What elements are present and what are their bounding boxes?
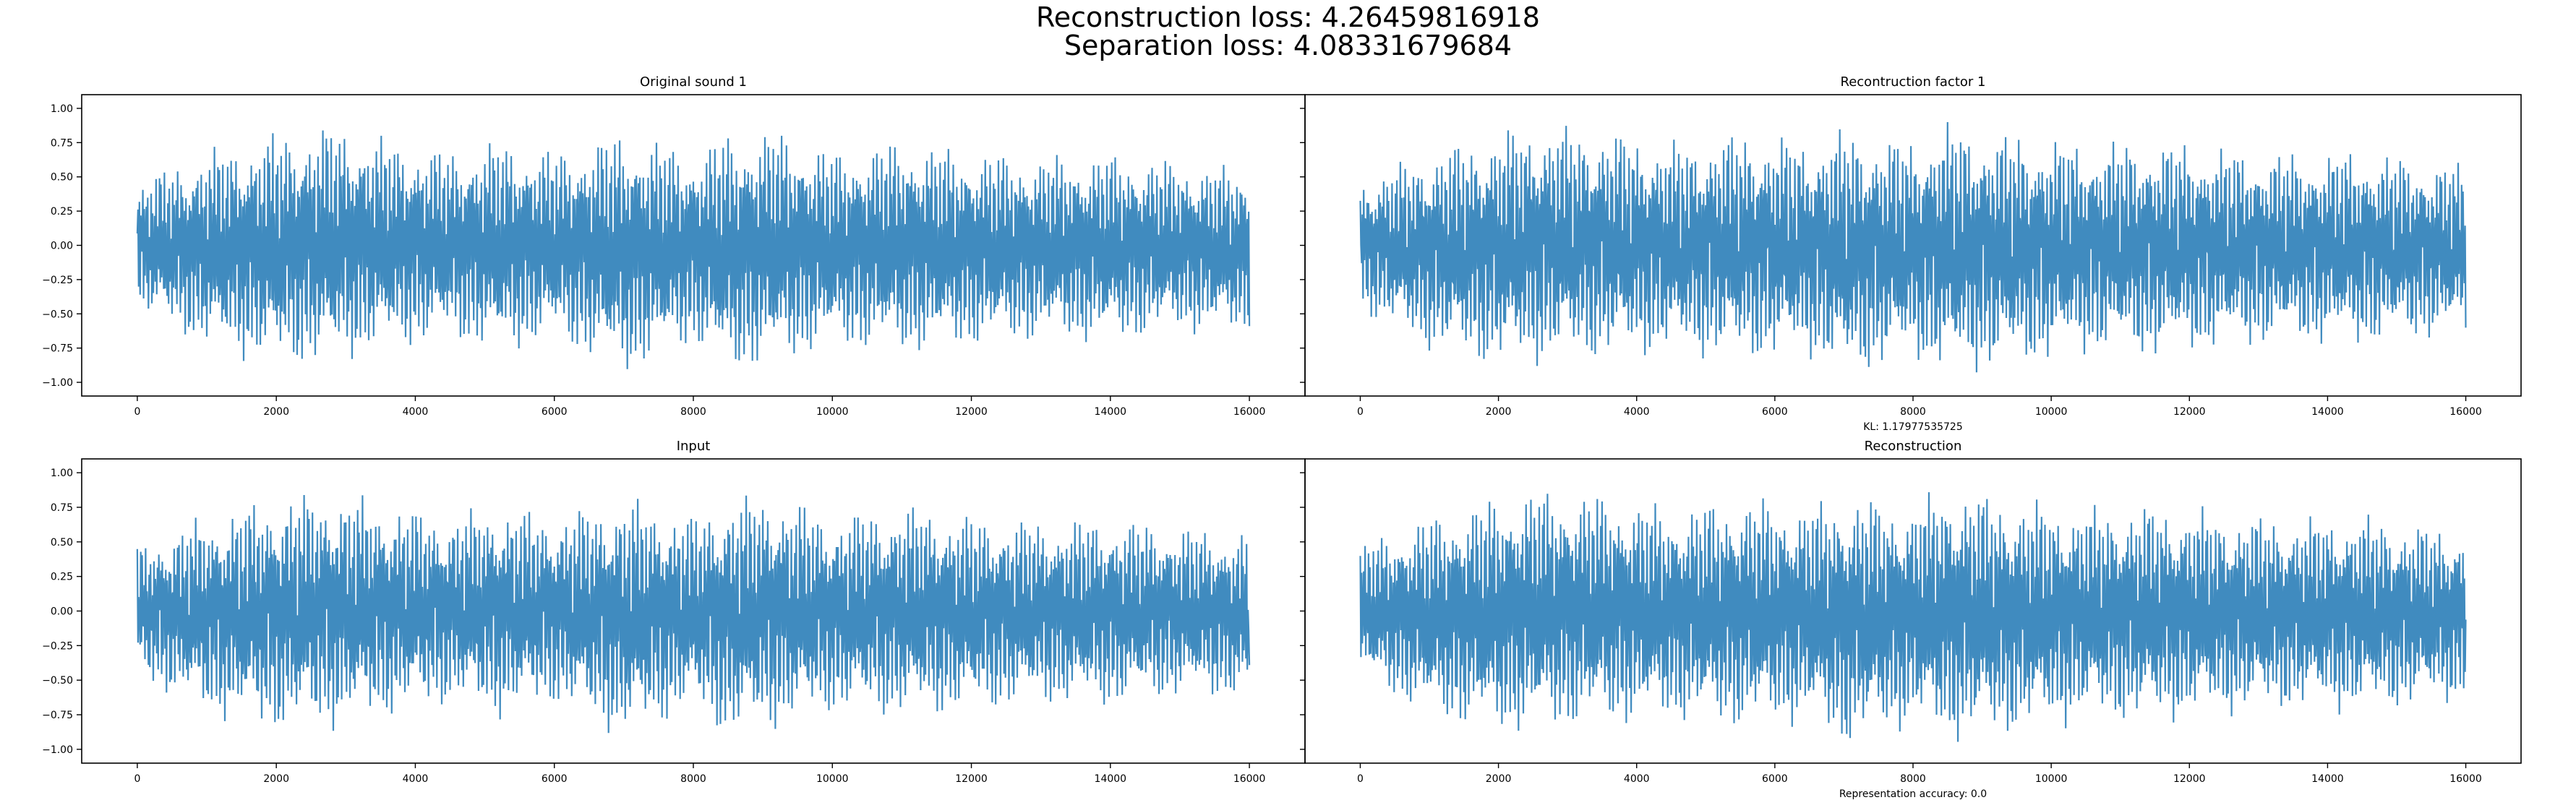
x-tick-label: 10000 bbox=[2035, 773, 2068, 785]
y-tick-label: 1.00 bbox=[51, 468, 73, 479]
suptitle-reconstruction-loss: Reconstruction loss: 4.26459816918 bbox=[1036, 1, 1540, 33]
subplot-2: Recontruction factor 1 0 2000 4000 6000 8000 1… bbox=[1300, 74, 2522, 433]
x-tick-label: 4000 bbox=[1624, 406, 1650, 418]
x-tick-label: 8000 bbox=[1900, 773, 1926, 785]
x-tick-label: 6000 bbox=[542, 773, 568, 785]
y-tick-label: −0.50 bbox=[42, 675, 73, 687]
x-tick-label: 2000 bbox=[1486, 773, 1512, 785]
waveform-series-2 bbox=[1359, 121, 2467, 373]
y-tick-label: 0.50 bbox=[51, 172, 73, 184]
x-tick-label: 2000 bbox=[263, 773, 289, 785]
x-axis-label: Representation accuracy: 0.0 bbox=[1839, 788, 1987, 800]
x-tick-label: 8000 bbox=[680, 773, 706, 785]
x-tick-label: 16000 bbox=[1233, 406, 1266, 418]
subplot-1: Original sound 1 0 2000 4000 6000 8000 10000 12… bbox=[42, 74, 1306, 418]
y-tick-label: −1.00 bbox=[42, 377, 73, 389]
y-tick-label: 0.50 bbox=[51, 537, 73, 549]
y-tick-label: 0.00 bbox=[51, 606, 73, 618]
x-tick-label: 0 bbox=[1357, 406, 1364, 418]
y-tick-label: 0.75 bbox=[51, 137, 73, 149]
y-tick-label: 0.25 bbox=[51, 572, 73, 583]
subplot-title: Input bbox=[677, 439, 711, 454]
x-tick-label: 14000 bbox=[1095, 406, 1127, 418]
subplot-title: Reconstruction bbox=[1865, 439, 1962, 454]
y-tick-label: 0.00 bbox=[51, 241, 73, 252]
x-tick-label: 16000 bbox=[2449, 406, 2482, 418]
x-tick-label: 12000 bbox=[2173, 773, 2206, 785]
x-tick-label: 0 bbox=[134, 406, 140, 418]
x-tick-label: 8000 bbox=[680, 406, 706, 418]
x-tick-label: 0 bbox=[134, 773, 140, 785]
x-tick-label: 10000 bbox=[816, 773, 849, 785]
x-tick-label: 2000 bbox=[1486, 406, 1512, 418]
x-tick-label: 16000 bbox=[1233, 773, 1266, 785]
x-tick-label: 4000 bbox=[403, 406, 429, 418]
x-tick-label: 6000 bbox=[542, 406, 568, 418]
subplot-title: Original sound 1 bbox=[640, 74, 747, 90]
y-tick-label: −1.00 bbox=[42, 744, 73, 756]
x-tick-label: 10000 bbox=[816, 406, 849, 418]
x-axis-label: KL: 1.17977535725 bbox=[1863, 421, 1962, 433]
x-tick-label: 14000 bbox=[2311, 773, 2344, 785]
x-tick-label: 14000 bbox=[1095, 773, 1127, 785]
x-tick-label: 6000 bbox=[1762, 406, 1788, 418]
x-tick-label: 14000 bbox=[2311, 406, 2344, 418]
x-tick-label: 12000 bbox=[955, 773, 988, 785]
x-tick-label: 12000 bbox=[2173, 406, 2206, 418]
y-tick-label: −0.25 bbox=[42, 640, 73, 652]
y-tick-label: −0.25 bbox=[42, 275, 73, 286]
x-tick-label: 10000 bbox=[2035, 406, 2068, 418]
y-tick-label: 1.00 bbox=[51, 103, 73, 115]
suptitle-separation-loss: Separation loss: 4.08331679684 bbox=[1064, 30, 1512, 61]
waveform-series-4 bbox=[1359, 492, 2467, 742]
x-tick-label: 8000 bbox=[1900, 406, 1926, 418]
x-tick-label: 16000 bbox=[2449, 773, 2482, 785]
x-tick-label: 4000 bbox=[403, 773, 429, 785]
x-tick-label: 12000 bbox=[955, 406, 988, 418]
x-tick-label: 2000 bbox=[263, 406, 289, 418]
x-tick-label: 0 bbox=[1357, 773, 1364, 785]
y-tick-label: −0.50 bbox=[42, 309, 73, 320]
subplot-4: Reconstruction 0 2000 4000 6000 8000 10000 1200… bbox=[1300, 439, 2522, 800]
y-tick-label: 0.75 bbox=[51, 502, 73, 514]
subplot-title: Recontruction factor 1 bbox=[1841, 74, 1986, 90]
y-tick-label: 0.25 bbox=[51, 206, 73, 218]
waveform-series-1 bbox=[136, 130, 1251, 369]
y-tick-label: −0.75 bbox=[42, 343, 73, 355]
waveform-series-3 bbox=[136, 494, 1251, 734]
y-tick-label: −0.75 bbox=[42, 710, 73, 721]
subplot-3: Input 0 2000 4000 6000 8000 10000 12000 14000 160… bbox=[42, 439, 1306, 785]
x-tick-label: 4000 bbox=[1624, 773, 1650, 785]
x-tick-label: 6000 bbox=[1762, 773, 1788, 785]
